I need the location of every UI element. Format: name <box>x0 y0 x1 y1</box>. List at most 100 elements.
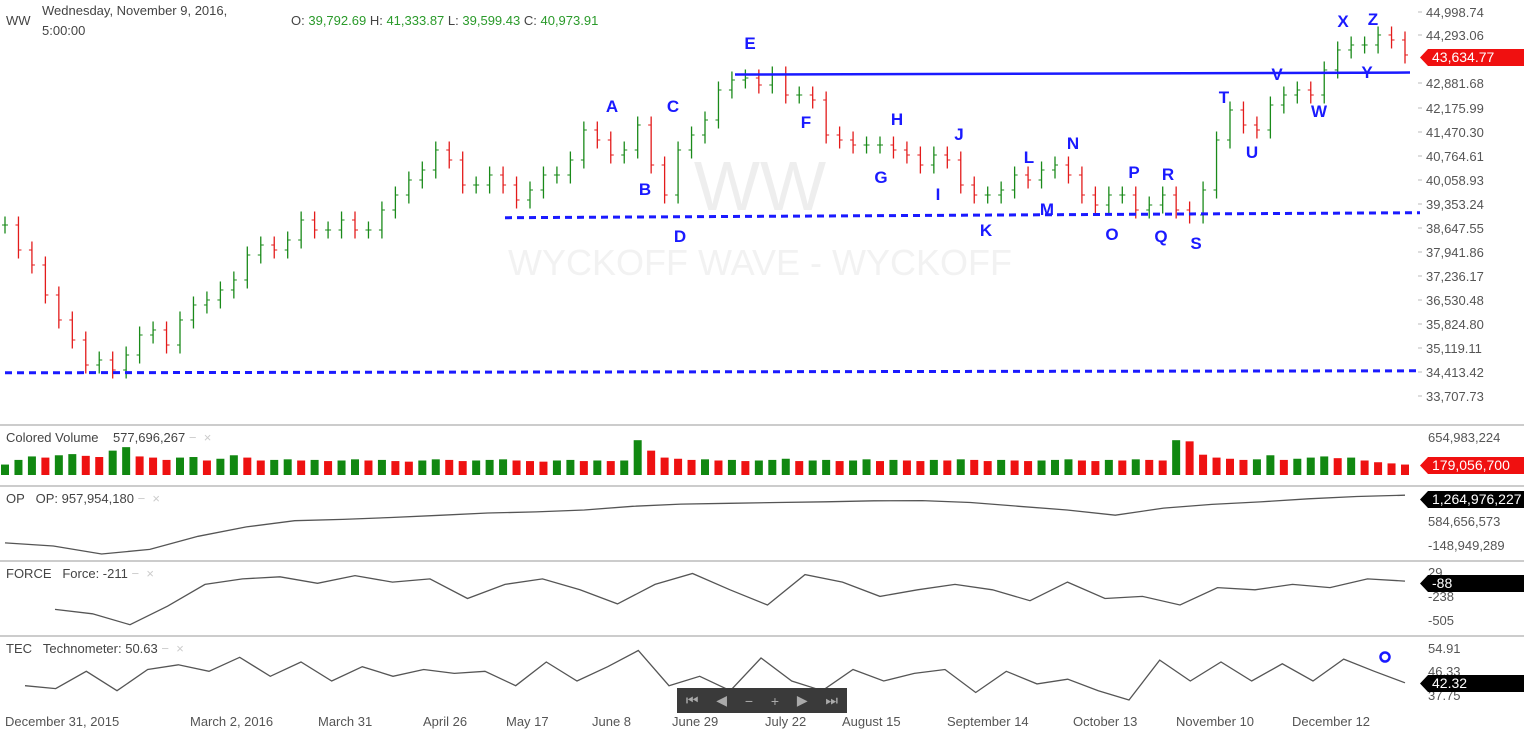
first-button[interactable]: ⏮ <box>685 692 699 708</box>
volume-bar <box>1185 441 1194 475</box>
price-tick-label: 42,881.68 <box>1426 76 1484 91</box>
volume-bar <box>606 461 615 475</box>
price-tick-label: 35,824.80 <box>1426 317 1484 332</box>
volume-bar <box>1212 457 1221 475</box>
volume-bar <box>889 459 898 475</box>
volume-bar <box>270 459 279 475</box>
price-tick-label: 37,941.86 <box>1426 245 1484 260</box>
wave-label-Q: Q <box>1154 227 1167 246</box>
volume-bar <box>633 440 642 475</box>
price-tick-label: 44,293.06 <box>1426 28 1484 43</box>
force-panel-title: FORCE Force: -211 − × <box>6 566 154 581</box>
volume-bar <box>566 459 575 475</box>
volume-bar <box>1360 460 1369 475</box>
close-icon[interactable]: × <box>176 641 184 656</box>
volume-bar <box>983 461 992 475</box>
volume-bar <box>14 459 23 475</box>
volume-bar <box>256 460 265 475</box>
force-line <box>54 572 1406 626</box>
date-tick-label: December 31, 2015 <box>5 714 119 729</box>
volume-bar <box>1199 454 1208 475</box>
price-tick-label: 40,058.93 <box>1426 173 1484 188</box>
wave-label-W: W <box>1311 102 1328 121</box>
wave-label-V: V <box>1271 65 1283 84</box>
minimize-icon[interactable]: − <box>161 641 169 656</box>
wave-label-Y: Y <box>1361 63 1373 82</box>
level-line <box>4 369 1421 375</box>
price-tick-label: 34,413.42 <box>1426 365 1484 380</box>
op-last-tag: 1,264,976,227 <box>1420 491 1524 508</box>
price-tick-label: 33,707.73 <box>1426 389 1484 404</box>
volume-bar <box>1347 457 1356 475</box>
wave-label-A: A <box>606 97 618 116</box>
high-value: 41,333.87 <box>386 13 445 28</box>
bar-date: Wednesday, November 9, 2016, <box>42 3 228 18</box>
volume-bar <box>1104 459 1113 475</box>
volume-bar <box>674 458 683 475</box>
wave-label-U: U <box>1246 143 1258 162</box>
low-value: 39,599.43 <box>462 13 521 28</box>
volume-bar <box>229 455 238 475</box>
volume-bar <box>431 459 440 475</box>
close-value: 40,973.91 <box>540 13 599 28</box>
force-value: Force: -211 <box>62 566 128 581</box>
volume-bar <box>472 460 481 475</box>
volume-bar <box>593 460 602 475</box>
volume-bar <box>1010 460 1019 475</box>
previous-button[interactable]: ◀ <box>716 692 728 708</box>
minimize-icon[interactable]: − <box>131 566 140 581</box>
volume-bar <box>929 459 938 475</box>
close-icon[interactable]: × <box>203 430 212 445</box>
volume-bar <box>701 459 709 475</box>
volume-bar <box>485 459 494 475</box>
price-tick-label: 35,119.11 <box>1426 341 1482 356</box>
volume-bar <box>81 455 90 475</box>
volume-bar <box>1306 457 1315 475</box>
wave-label-S: S <box>1190 234 1201 253</box>
op-panel-title: OP OP: 957,954,180 − × <box>6 491 160 506</box>
volume-bar <box>324 461 333 475</box>
volume-bar <box>526 461 534 475</box>
close-icon[interactable]: × <box>146 566 154 581</box>
volume-tick-label: 654,983,224 <box>1428 430 1500 445</box>
volume-bar <box>135 456 144 475</box>
volume-bar <box>539 461 548 475</box>
date-tick-label: December 12 <box>1292 714 1370 729</box>
volume-bar <box>943 460 952 475</box>
date-tick-label: September 14 <box>947 714 1029 729</box>
price-tick-label: 36,530.48 <box>1426 293 1484 308</box>
zoom-out-button[interactable]: − <box>744 692 754 709</box>
high-label: H: <box>369 13 383 28</box>
volume-bar <box>970 459 979 475</box>
volume-bar <box>687 459 696 475</box>
volume-bar <box>1064 459 1073 475</box>
minimize-icon[interactable]: − <box>188 430 197 445</box>
volume-bar <box>1 464 9 475</box>
last-price-tag: 43,634.77 <box>1420 49 1524 66</box>
volume-bar <box>754 460 763 475</box>
volume-bar <box>1172 440 1181 475</box>
last-button[interactable]: ⏭ <box>825 692 839 708</box>
volume-bar <box>727 459 736 475</box>
wave-label-N: N <box>1067 134 1079 153</box>
volume-panel-title: Colored Volume 577,696,267 − × <box>6 430 211 445</box>
date-tick-label: June 8 <box>592 714 631 729</box>
volume-bar <box>27 456 36 475</box>
volume-bar <box>1333 458 1342 475</box>
bar-time: 5:00:00 <box>42 23 86 38</box>
next-button[interactable]: ▶ <box>796 692 808 708</box>
volume-bar <box>956 459 965 475</box>
low-label: L: <box>447 13 459 28</box>
zoom-in-button[interactable]: + <box>770 692 780 709</box>
minimize-icon[interactable]: − <box>137 491 146 506</box>
volume-bar <box>808 460 817 475</box>
volume-bar <box>835 461 844 475</box>
price-tick-label: 37,236.17 <box>1426 269 1484 284</box>
volume-bar <box>1077 460 1086 475</box>
close-icon[interactable]: × <box>152 491 160 506</box>
volume-bar <box>176 457 184 475</box>
volume-bar <box>68 454 77 475</box>
price-tick-label: 41,470.30 <box>1426 125 1484 140</box>
volume-bar <box>1145 459 1154 475</box>
